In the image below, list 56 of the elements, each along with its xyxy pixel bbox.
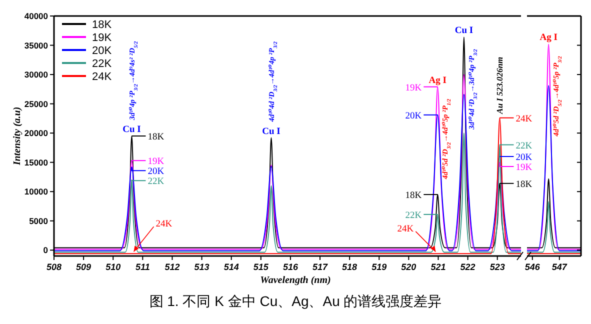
x-axis-title: Wavelength (nm) — [260, 275, 331, 286]
x-tick-label: 510 — [106, 262, 121, 272]
text: 图 1. 不同 K 金中 Cu、Ag、Au 的谱线强度差异 — [149, 293, 442, 309]
y-tick-label: 5000 — [29, 216, 48, 226]
annotation: Ag I — [428, 76, 447, 86]
annotation: 18K — [148, 132, 164, 142]
annotation: 24K — [516, 114, 532, 124]
legend-label: 20K — [92, 45, 112, 57]
legend-label: 18K — [92, 19, 112, 31]
y-tick-label: 30000 — [24, 70, 48, 80]
y-tick-label: 15000 — [24, 157, 48, 168]
annotation: 18K — [405, 191, 422, 202]
annotation: Au I 523.026nm — [494, 56, 505, 115]
x-tick-label: 521 — [430, 262, 446, 272]
annotation: 22K — [148, 177, 164, 188]
y-tick-label: 25000 — [24, 98, 48, 109]
x-tick-label: 512 — [164, 262, 180, 272]
x-tick-label: 508 — [46, 262, 62, 272]
x-tick-label: 515 — [253, 262, 270, 272]
x-tick-label: 514 — [224, 262, 239, 272]
x-tick-label: 518 — [342, 262, 358, 272]
y-tick-label: 0 — [43, 245, 48, 256]
x-tick-label: 519 — [372, 262, 387, 272]
x-tick-label: 547 — [552, 262, 568, 272]
y-tick-label: 20000 — [24, 128, 48, 138]
x-tick-label: 546 — [524, 262, 541, 272]
annotation: 19K — [148, 157, 164, 168]
annotation: 20K — [516, 152, 532, 163]
x-tick-label: 516 — [282, 262, 299, 272]
annotation: Cu I — [454, 26, 474, 36]
y-axis-title: Intensity (a.u) — [12, 106, 23, 166]
y-tick-label: 35000 — [24, 40, 48, 50]
annotation: 20K — [148, 167, 164, 178]
annotation: Cu I — [122, 125, 142, 135]
legend-label: 19K — [92, 32, 112, 44]
annotation: 22K — [516, 141, 532, 152]
x-tick-label: 509 — [76, 262, 92, 272]
x-tick-label: 523 — [490, 262, 505, 272]
x-tick-label: 517 — [312, 262, 329, 272]
annotation: Ag I — [540, 33, 558, 44]
x-tick-label: 513 — [194, 262, 210, 272]
annotation: 22K — [405, 210, 422, 221]
annotation: 24K — [397, 224, 414, 234]
y-tick-label: 10000 — [24, 186, 48, 197]
annotation: 18K — [516, 180, 532, 190]
x-tick-label: 511 — [135, 262, 150, 272]
x-tick-label: 522 — [460, 262, 476, 272]
annotation: Cu I — [262, 126, 281, 137]
annotation: 24K — [156, 220, 172, 230]
annotation: 20K — [405, 111, 422, 122]
legend-label: 22K — [92, 58, 112, 70]
y-tick-label: 40000 — [24, 11, 48, 21]
annotation: 19K — [516, 162, 532, 173]
x-tick-label: 520 — [401, 262, 416, 272]
legend-label: 24K — [92, 71, 112, 83]
annotation: 19K — [405, 83, 422, 94]
